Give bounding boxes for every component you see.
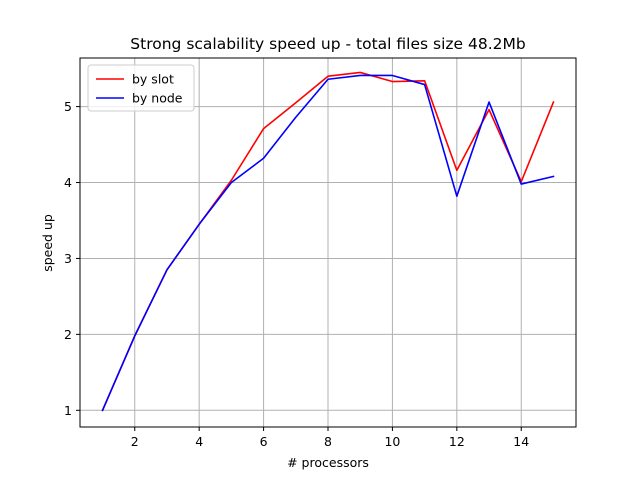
x-axis: 2 4 6 8 10 12 14 bbox=[131, 427, 529, 449]
x-tick-label: 10 bbox=[384, 434, 400, 449]
x-tick-label: 8 bbox=[324, 434, 332, 449]
y-tick-label: 3 bbox=[64, 251, 72, 266]
legend-box bbox=[87, 64, 195, 112]
y-tick-label: 1 bbox=[64, 403, 72, 418]
x-tick-label: 12 bbox=[449, 434, 465, 449]
chart-title: Strong scalability speed up - total file… bbox=[130, 35, 525, 53]
x-tick-label: 4 bbox=[195, 434, 203, 449]
legend: by slot by node bbox=[87, 64, 195, 112]
x-tick-label: 6 bbox=[260, 434, 268, 449]
x-tick-label: 2 bbox=[131, 434, 139, 449]
y-tick-label: 4 bbox=[64, 175, 72, 190]
grid bbox=[80, 58, 576, 427]
y-tick-label: 5 bbox=[64, 99, 72, 114]
y-axis-label: speed up bbox=[40, 214, 55, 272]
series-group bbox=[101, 71, 555, 412]
y-tick-label: 2 bbox=[64, 327, 72, 342]
x-axis-label: # processors bbox=[287, 455, 369, 470]
y-axis: 1 2 3 4 5 bbox=[64, 99, 80, 418]
legend-label: by slot bbox=[132, 72, 174, 87]
series-line-by-node bbox=[101, 74, 555, 412]
x-tick-label: 14 bbox=[513, 434, 529, 449]
legend-label: by node bbox=[132, 91, 183, 106]
